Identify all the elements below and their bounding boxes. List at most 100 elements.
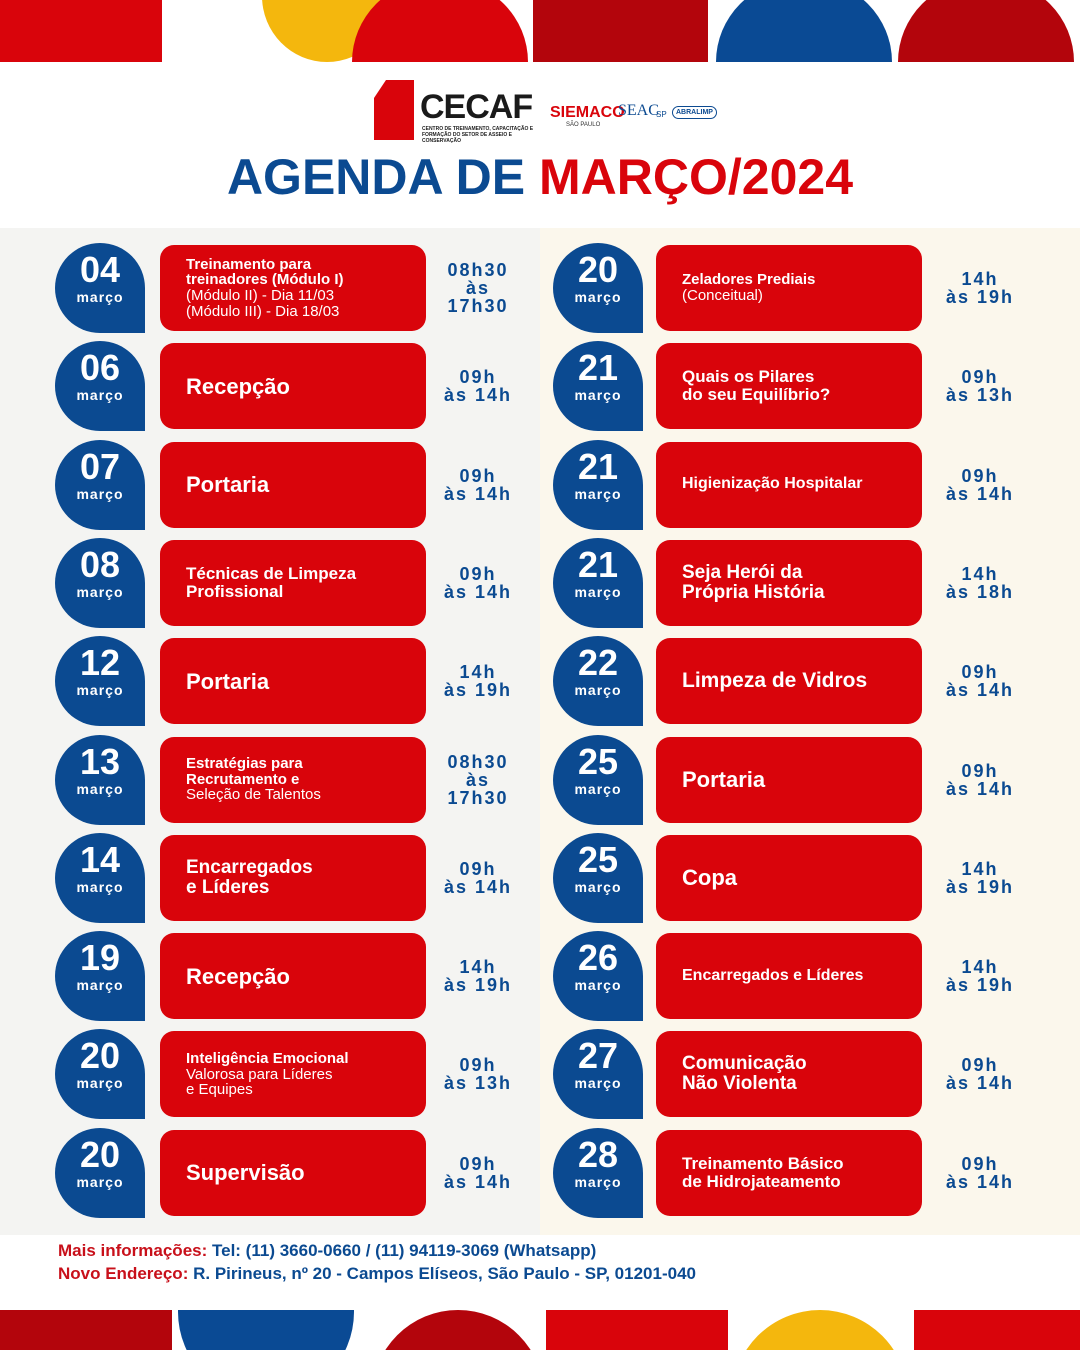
event-time: 09h às 13h bbox=[423, 1056, 533, 1092]
day: 19 bbox=[79, 937, 121, 979]
title-part: MARÇO/2024 bbox=[539, 149, 854, 205]
footer-line: Novo Endereço: R. Pirineus, nº 20 - Camp… bbox=[58, 1264, 696, 1284]
time-line: 09h bbox=[961, 662, 999, 683]
decoration bbox=[178, 1310, 354, 1350]
event-time: 09h às 14h bbox=[423, 467, 533, 503]
event-box: Limpeza de Vidros bbox=[656, 638, 922, 725]
day: 22 bbox=[577, 642, 619, 684]
day: 20 bbox=[79, 1035, 121, 1077]
month: março bbox=[76, 1075, 124, 1092]
event-box: Encarregados e Líderes bbox=[160, 834, 426, 921]
event-box: Treinamento para treinadores (Módulo I) (M… bbox=[160, 245, 426, 331]
event-box: Recepção bbox=[160, 343, 426, 430]
time-line: 09h bbox=[961, 760, 999, 781]
event-title: Quais os Pilares bbox=[682, 367, 815, 387]
event-title: Estratégias para bbox=[186, 754, 303, 772]
decoration bbox=[372, 1310, 544, 1350]
date-badge: 06 março bbox=[55, 341, 145, 432]
event-time: 14h às 19h bbox=[423, 958, 533, 994]
day: 25 bbox=[577, 740, 619, 782]
event-title: Recrutamento e bbox=[186, 770, 300, 788]
title-part: AGENDA DE bbox=[226, 149, 526, 205]
time-line: às 19h bbox=[945, 876, 1015, 897]
time-line: às 19h bbox=[945, 287, 1015, 307]
time-line: 09h bbox=[459, 367, 497, 388]
event-title: Portaria bbox=[186, 668, 270, 694]
day: 21 bbox=[577, 347, 619, 389]
time-line: 08h30 bbox=[447, 260, 509, 280]
logo-icon bbox=[374, 80, 414, 140]
time-line: às 14h bbox=[443, 1171, 513, 1192]
event-title: Não Violenta bbox=[682, 1073, 797, 1095]
time-line: às 18h bbox=[945, 581, 1015, 602]
month: março bbox=[574, 977, 622, 994]
time-line: 17h30 bbox=[447, 787, 509, 808]
date-badge: 25 março bbox=[553, 832, 643, 923]
event-detail: Seleção de Talentos bbox=[186, 786, 321, 804]
event-box: Estratégias para Recrutamento e Seleção de… bbox=[160, 736, 426, 823]
event-title: Higienização Hospitalar bbox=[682, 475, 863, 493]
decoration bbox=[0, 0, 162, 62]
day: 08 bbox=[79, 543, 121, 585]
event-title: Zeladores Prediais bbox=[682, 271, 816, 289]
event-time: 08h30 às 17h30 bbox=[423, 261, 533, 315]
time-line: às 13h bbox=[443, 1073, 513, 1094]
event-time: 09h às 14h bbox=[925, 1056, 1035, 1092]
time-line: 09h bbox=[459, 1153, 497, 1174]
event-title: Portaria bbox=[682, 766, 766, 792]
footer-label: Novo Endereço: bbox=[58, 1264, 189, 1283]
event-time: 09h às 14h bbox=[925, 1155, 1035, 1191]
time-line: às 14h bbox=[945, 1171, 1015, 1192]
time-line: às 14h bbox=[945, 1073, 1015, 1094]
day: 04 bbox=[79, 249, 121, 290]
day: 20 bbox=[577, 249, 619, 290]
date-badge: 21 março bbox=[553, 439, 643, 530]
month: março bbox=[574, 1075, 622, 1092]
time-line: às 14h bbox=[443, 581, 513, 602]
time-line: às 14h bbox=[945, 778, 1015, 799]
month: março bbox=[574, 289, 622, 305]
date-badge: 04 março bbox=[55, 243, 145, 333]
partner-sub: SP bbox=[656, 110, 667, 119]
event-detail: (Conceitual) bbox=[682, 287, 763, 304]
event-box: Comunicação Não Violenta bbox=[656, 1031, 922, 1118]
footer-text: R. Pirineus, nº 20 - Campos Elíseos, São… bbox=[193, 1264, 696, 1283]
event-detail: Valorosa para Líderes bbox=[186, 1065, 333, 1083]
event-title: Própria História bbox=[682, 581, 825, 603]
time-line: 14h bbox=[961, 269, 999, 289]
month: março bbox=[76, 1173, 124, 1190]
event-title: Recepção bbox=[186, 963, 290, 989]
event-title: de Hidrojateamento bbox=[682, 1171, 841, 1191]
day: 26 bbox=[577, 937, 619, 979]
month: março bbox=[574, 1173, 622, 1190]
event-time: 09h às 13h bbox=[925, 368, 1035, 404]
date-badge: 28 março bbox=[553, 1127, 643, 1218]
event-time: 14h às 19h bbox=[925, 270, 1035, 306]
event-box: Portaria bbox=[160, 638, 426, 725]
event-box: Zeladores Prediais (Conceitual) bbox=[656, 245, 922, 331]
event-time: 14h às 19h bbox=[925, 958, 1035, 994]
event-time: 09h às 14h bbox=[925, 467, 1035, 503]
time-line: 09h bbox=[459, 563, 497, 584]
event-title: Supervisão bbox=[186, 1160, 305, 1186]
time-line: às 19h bbox=[945, 975, 1015, 996]
time-line: 08h30 bbox=[447, 751, 509, 772]
footer-line: Mais informações: Tel: (11) 3660-0660 / … bbox=[58, 1241, 596, 1261]
date-badge: 12 março bbox=[55, 636, 145, 727]
day: 25 bbox=[577, 838, 619, 880]
month: março bbox=[76, 289, 124, 305]
time-line: às 19h bbox=[443, 680, 513, 701]
event-box: Encarregados e Líderes bbox=[656, 933, 922, 1020]
time-line: 09h bbox=[459, 1055, 497, 1076]
date-badge: 20 março bbox=[553, 243, 643, 333]
event-box: Técnicas de Limpeza Profissional bbox=[160, 539, 426, 626]
time-line: 09h bbox=[459, 465, 497, 486]
decoration bbox=[732, 1310, 908, 1350]
decoration bbox=[716, 0, 892, 62]
time-line: 14h bbox=[459, 662, 497, 683]
event-time: 14h às 19h bbox=[925, 860, 1035, 896]
time-line: 14h bbox=[459, 957, 497, 978]
event-detail: (Módulo II) - Dia 11/03 bbox=[186, 287, 335, 304]
event-box: Supervisão bbox=[160, 1129, 426, 1216]
event-title: Comunicação bbox=[682, 1053, 807, 1075]
